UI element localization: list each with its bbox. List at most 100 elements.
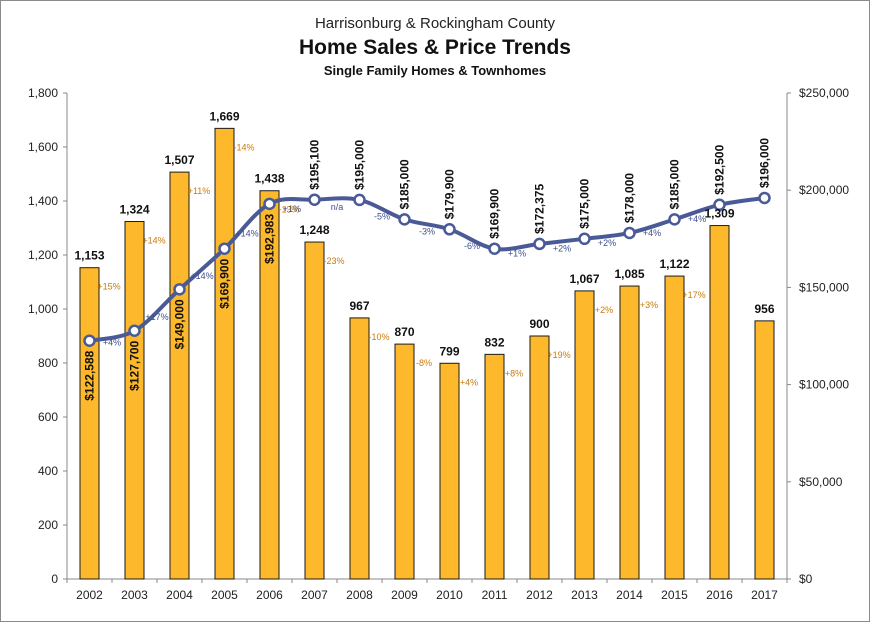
- y-left-tick-label: 1,000: [28, 302, 58, 316]
- sales-value-label: 1,153: [74, 249, 104, 263]
- sales-change-label: -23%: [323, 256, 344, 266]
- sales-value-label: 1,324: [119, 203, 149, 217]
- sales-value-label: 1,067: [569, 272, 599, 286]
- y-right-tick-label: $100,000: [799, 378, 849, 392]
- price-point: [128, 324, 141, 338]
- price-point: [578, 232, 591, 246]
- price-change-label: +4%: [103, 338, 121, 348]
- sales-change-label: +17%: [682, 290, 705, 300]
- price-value-label: $175,000: [578, 178, 592, 228]
- sales-bar: [439, 362, 460, 580]
- price-point: [263, 197, 276, 211]
- price-value-label: $195,000: [353, 140, 367, 190]
- y-left-tick-label: 1,400: [28, 194, 58, 208]
- sales-bar: [349, 317, 370, 580]
- chart-subtitle-2: Single Family Homes & Townhomes: [324, 63, 546, 78]
- chart-title: Harrisonburg & Rockingham County: [315, 15, 556, 32]
- sales-change-label: -8%: [416, 358, 432, 368]
- x-tick-label: 2004: [166, 588, 193, 602]
- sales-change-label: +2%: [595, 305, 613, 315]
- price-point: [308, 193, 321, 206]
- price-value-label: $169,900: [218, 258, 232, 308]
- price-point: [668, 213, 681, 226]
- price-value-label: $196,000: [758, 138, 772, 188]
- price-value-label: $185,000: [398, 159, 412, 209]
- sales-change-label: +3%: [640, 300, 658, 310]
- x-tick-label: 2007: [301, 588, 328, 602]
- price-point: [713, 198, 726, 212]
- sales-bar: [484, 353, 505, 580]
- price-value-label: $185,000: [668, 159, 682, 209]
- y-right-tick-label: $0: [799, 572, 813, 586]
- price-value-label: $192,500: [713, 144, 727, 194]
- price-value-label: $172,375: [533, 184, 547, 234]
- y-left-tick-label: 1,800: [28, 86, 58, 100]
- price-change-label: +1%: [283, 204, 301, 214]
- price-change-label: +4%: [643, 228, 661, 238]
- x-tick-label: 2010: [436, 588, 463, 602]
- price-point: [398, 213, 411, 226]
- sales-change-label: +15%: [97, 282, 120, 292]
- price-change-label: +14%: [190, 271, 213, 281]
- x-tick-label: 2008: [346, 588, 373, 602]
- sales-value-label: 1,085: [614, 267, 644, 281]
- x-tick-label: 2009: [391, 588, 418, 602]
- y-right-tick-label: $150,000: [799, 280, 849, 294]
- y-left-tick-label: 200: [38, 518, 58, 532]
- price-point: [623, 226, 636, 240]
- x-tick-label: 2014: [616, 588, 643, 602]
- x-tick-label: 2012: [526, 588, 553, 602]
- sales-bar: [664, 275, 685, 580]
- sales-change-label: +19%: [547, 350, 570, 360]
- sales-bar: [394, 343, 415, 580]
- sales-change-label: +14%: [142, 236, 165, 246]
- x-tick-label: 2015: [661, 588, 688, 602]
- y-left-tick-label: 1,200: [28, 248, 58, 262]
- bars-layer: [79, 127, 775, 580]
- sales-bar: [619, 285, 640, 580]
- price-change-label: n/a: [331, 202, 344, 212]
- sales-change-label: -14%: [233, 142, 254, 152]
- sales-bar: [124, 221, 145, 580]
- sales-bar: [709, 225, 730, 580]
- sales-value-label: 1,122: [659, 257, 689, 271]
- price-point: [83, 334, 96, 347]
- price-point: [533, 237, 546, 251]
- x-tick-label: 2003: [121, 588, 148, 602]
- axes-layer: 0 200 400 600 800 1,000 1,200 1,400 1,600 1,800 $0…: [28, 86, 849, 602]
- y-left-tick-label: 600: [38, 410, 58, 424]
- sales-bar: [169, 171, 190, 580]
- sales-bar: [304, 241, 325, 580]
- sales-bar: [79, 267, 100, 580]
- sales-value-label: 900: [529, 317, 549, 331]
- price-point: [173, 283, 186, 296]
- sales-value-label: 1,507: [164, 153, 194, 167]
- sales-change-label: +4%: [460, 377, 478, 387]
- price-value-label: $179,900: [443, 169, 457, 219]
- price-change-label: +4%: [688, 214, 706, 224]
- sales-value-label: 870: [394, 325, 414, 339]
- price-value-label: $122,588: [83, 350, 97, 400]
- sales-bar: [259, 190, 280, 580]
- y-right-tick-label: $50,000: [799, 475, 843, 489]
- sales-value-label: 1,669: [209, 109, 239, 123]
- sales-value-label: 1,438: [254, 172, 284, 186]
- sales-value-label: 1,248: [299, 223, 329, 237]
- x-tick-label: 2016: [706, 588, 733, 602]
- price-change-label: -6%: [464, 241, 480, 251]
- sales-bar: [529, 335, 550, 580]
- x-tick-label: 2011: [482, 588, 508, 602]
- price-line-layer: [83, 191, 771, 347]
- price-value-label: $195,100: [308, 139, 322, 189]
- chart-subtitle: Home Sales & Price Trends: [299, 36, 571, 59]
- y-right-tick-label: $250,000: [799, 86, 849, 100]
- sales-change-label: -13%: [278, 205, 299, 215]
- price-change-label: +14%: [235, 228, 258, 238]
- y-left-tick-label: 1,600: [28, 140, 58, 154]
- sales-bar: [214, 127, 235, 580]
- price-point: [218, 242, 231, 255]
- price-value-label: $178,000: [623, 173, 637, 223]
- y-right-tick-label: $200,000: [799, 183, 849, 197]
- x-tick-label: 2002: [76, 588, 103, 602]
